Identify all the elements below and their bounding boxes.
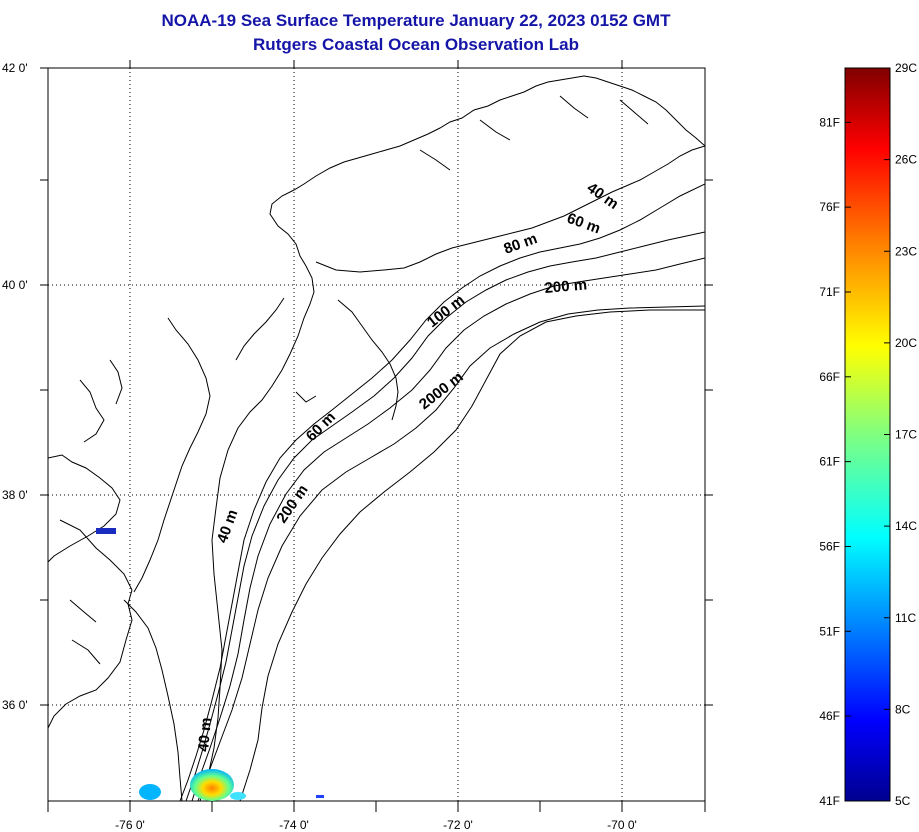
colorbar-celsius-label: 23C	[895, 244, 917, 258]
lon-label-70: -70 0'	[607, 818, 637, 832]
lat-label-40: 40 0'	[2, 278, 28, 292]
bathymetry-contours	[179, 183, 705, 801]
depth-label-40m-south: 40 m	[195, 717, 215, 753]
colorbar-celsius-label: 17C	[895, 428, 917, 442]
colorbar-fahrenheit-label: 66F	[819, 370, 840, 384]
sst-patch-main	[190, 769, 234, 801]
colorbar-fahrenheit-label: 46F	[819, 709, 840, 723]
colorbar	[844, 67, 891, 802]
sst-patch-west	[139, 784, 161, 800]
map-title: NOAA-19 Sea Surface Temperature January …	[161, 11, 671, 30]
colorbar-celsius-label: 5C	[895, 794, 911, 808]
colorbar-fahrenheit-label: 61F	[819, 455, 840, 469]
depth-label-200m-ne: 200 m	[544, 276, 588, 297]
colorbar-ticks: 29C 26C 23C 20C 17C 14C 11C 8C 5C 81F 76F 71F 66F 61F…	[819, 61, 917, 808]
sst-patch-offshore	[316, 795, 324, 798]
estuary-detail	[69, 95, 649, 665]
colorbar-fahrenheit-label: 81F	[819, 115, 840, 129]
colorbar-celsius-label: 26C	[895, 153, 917, 167]
tick-marks	[40, 60, 713, 812]
colorbar-celsius-label: 20C	[895, 336, 917, 350]
colorbar-fahrenheit-label: 71F	[819, 285, 840, 299]
map-frame	[47, 67, 706, 802]
map-subtitle: Rutgers Coastal Ocean Observation Lab	[253, 35, 579, 54]
colorbar-fahrenheit-label: 51F	[819, 624, 840, 638]
colorbar-fahrenheit-label: 76F	[819, 200, 840, 214]
colorbar-celsius-label: 29C	[895, 61, 917, 75]
colorbar-celsius-label: 8C	[895, 702, 911, 716]
lon-label-74: -74 0'	[279, 818, 309, 832]
colorbar-celsius-label: 14C	[895, 519, 917, 533]
lat-label-42: 42 0'	[2, 61, 28, 75]
lon-label-76: -76 0'	[115, 818, 145, 832]
lat-label-38: 38 0'	[2, 488, 28, 502]
colorbar-fahrenheit-label: 56F	[819, 539, 840, 553]
sst-patch-bay	[96, 528, 116, 534]
colorbar-celsius-label: 11C	[895, 611, 916, 625]
graticule	[48, 68, 705, 801]
colorbar-fahrenheit-label: 41F	[819, 794, 840, 808]
coastline	[48, 75, 705, 801]
lon-label-72: -72 0'	[443, 818, 473, 832]
sst-patch-east	[230, 792, 246, 800]
lat-label-36: 36 0'	[2, 698, 28, 712]
